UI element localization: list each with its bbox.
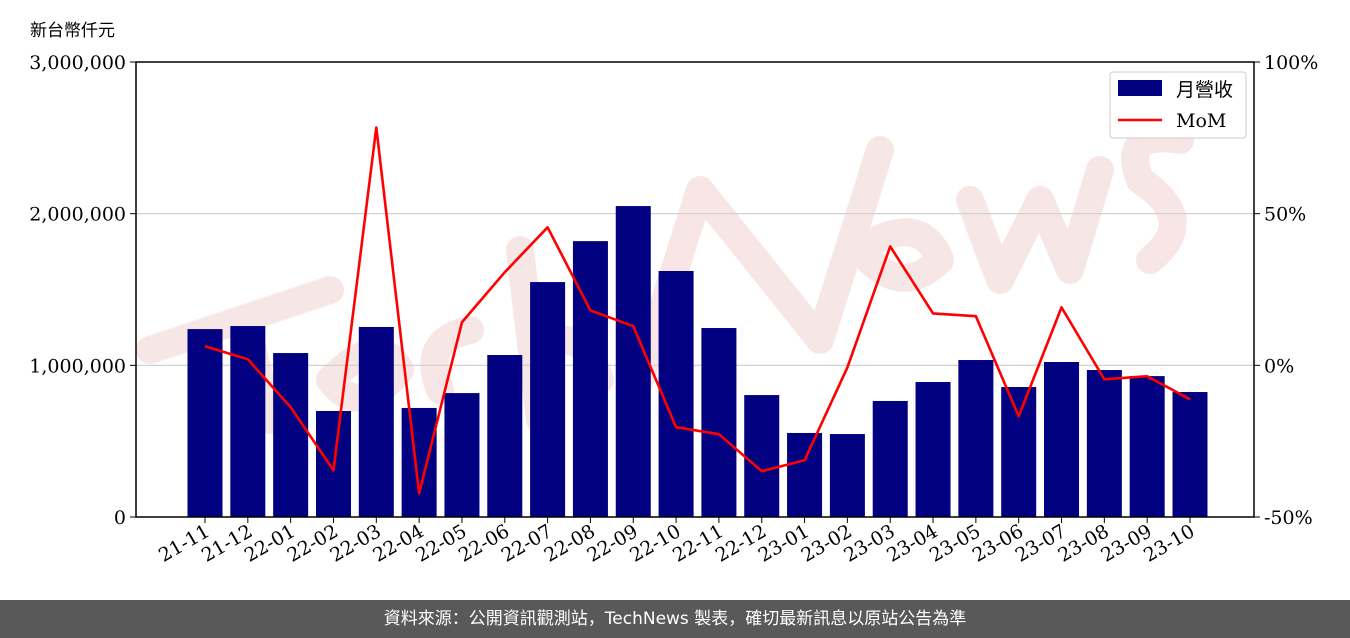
bar-23-07 [1044,361,1080,517]
legend-label-revenue: 月營收 [1176,79,1233,101]
bar-22-05 [444,393,480,517]
watermark-stroke [316,338,414,412]
bar-21-12 [230,326,266,517]
watermark-stroke [956,156,1114,294]
bar-23-03 [872,400,908,517]
bar-22-08 [572,241,608,517]
legend-bar-swatch [1118,80,1162,96]
left-tick-label: 1,000,000 [29,355,126,377]
plot-frame [135,61,1255,518]
revenue-chart: 0 1,000,000 2,000,000 3,000,000 -50% 0% 50% 100… [29,52,1318,567]
bar-22-04 [401,407,437,517]
bar-22-01 [273,353,309,517]
bar-23-01 [787,432,823,517]
bar-23-06 [1001,387,1037,517]
bar-23-04 [915,382,951,517]
watermark-logo [136,124,1194,434]
bar-21-11 [187,329,223,517]
left-tick-label: 2,000,000 [29,204,126,226]
bar-22-03 [358,326,394,517]
watermark-stroke [846,218,954,292]
watermark-stroke [1121,124,1194,274]
bar-22-10 [658,270,694,517]
bar-23-02 [829,434,865,517]
bar-22-11 [701,328,737,517]
right-tick-label: 0% [1264,355,1294,377]
left-axis-unit-label: 新台幣仟元 [30,21,115,41]
bar-22-07 [530,282,566,517]
bar-23-08 [1086,370,1122,517]
left-tick-label: 3,000,000 [29,52,126,74]
x-tick-label: 23-10 [1140,520,1198,566]
bar-22-12 [744,395,780,517]
right-tick-label: -50% [1264,507,1313,529]
right-tick-label: 50% [1264,204,1306,226]
bar-23-10 [1172,392,1208,517]
left-tick-label: 0 [114,507,126,529]
bar-23-09 [1129,376,1165,517]
bar-23-05 [958,360,994,517]
legend-label-mom: MoM [1176,110,1226,132]
bar-22-06 [487,355,523,517]
source-footer: 資料來源：公開資訊觀測站，TechNews 製表，確切最新訊息以原站公告為準 [0,600,1350,638]
bar-22-09 [615,206,651,518]
legend: 月營收 MoM [1109,71,1247,139]
mom-line [204,126,1191,495]
right-tick-label: 100% [1264,52,1318,74]
